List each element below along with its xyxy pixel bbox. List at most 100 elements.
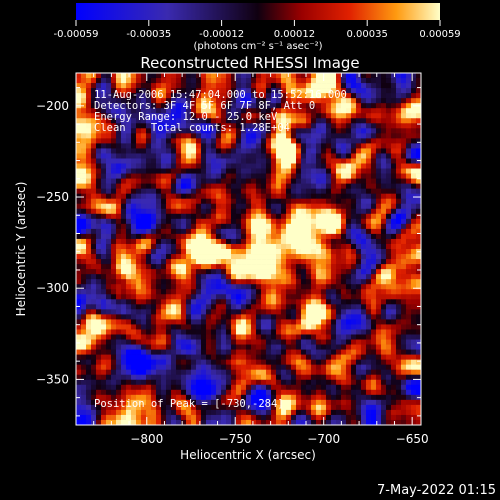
heatmap-cell <box>141 334 147 340</box>
heatmap-cell <box>391 289 397 295</box>
heatmap-cell <box>371 198 377 205</box>
heatmap-cell <box>306 349 312 355</box>
heatmap-cell <box>161 394 167 401</box>
heatmap-cell <box>266 208 272 215</box>
heatmap-cell <box>221 274 227 280</box>
heatmap-cell <box>261 108 267 114</box>
heatmap-cell <box>156 264 162 270</box>
heatmap-cell <box>341 404 347 411</box>
heatmap-cell <box>336 269 342 275</box>
heatmap-cell <box>116 349 122 355</box>
heatmap-cell <box>91 304 97 310</box>
heatmap-cell <box>306 404 312 411</box>
heatmap-cell <box>86 188 92 195</box>
heatmap-cell <box>336 379 342 386</box>
heatmap-cell <box>331 324 337 330</box>
heatmap-cell <box>206 269 212 275</box>
heatmap-cell <box>286 414 292 421</box>
heatmap-cell <box>156 93 162 99</box>
heatmap-cell <box>221 223 227 230</box>
heatmap-cell <box>381 228 387 235</box>
heatmap-cell <box>231 294 237 300</box>
heatmap-cell <box>301 128 307 134</box>
heatmap-cell <box>306 274 312 280</box>
heatmap-cell <box>221 238 227 245</box>
heatmap-cell <box>281 264 287 270</box>
heatmap-cell <box>271 404 277 411</box>
heatmap-cell <box>91 339 97 345</box>
heatmap-cell <box>91 193 97 200</box>
heatmap-cell <box>261 83 267 89</box>
heatmap-cell <box>411 233 417 240</box>
heatmap-cell <box>166 329 172 335</box>
heatmap-cell <box>301 349 307 355</box>
heatmap-cell <box>141 394 147 401</box>
heatmap-cell <box>271 228 277 235</box>
heatmap-cell <box>121 304 127 310</box>
heatmap-cell <box>251 274 257 280</box>
heatmap-cell <box>216 238 222 245</box>
heatmap-cell <box>396 419 402 426</box>
heatmap-cell <box>281 329 287 335</box>
heatmap-cell <box>91 113 97 119</box>
heatmap-cell <box>76 183 82 190</box>
heatmap-cell <box>286 289 292 295</box>
heatmap-cell <box>216 264 222 270</box>
heatmap-cell <box>131 233 137 240</box>
heatmap-cell <box>286 213 292 220</box>
heatmap-cell <box>296 78 302 84</box>
heatmap-cell <box>256 203 262 210</box>
heatmap-cell <box>396 364 402 371</box>
heatmap-cell <box>306 163 312 169</box>
heatmap-cell <box>151 208 157 215</box>
heatmap-cell <box>181 254 187 260</box>
heatmap-cell <box>396 223 402 230</box>
heatmap-cell <box>106 173 112 179</box>
heatmap-cell <box>201 419 207 426</box>
heatmap-cell <box>331 183 337 190</box>
heatmap-cell <box>106 314 112 320</box>
heatmap-cell <box>346 419 352 426</box>
heatmap-cell <box>106 399 112 406</box>
heatmap-cell <box>161 399 167 406</box>
heatmap-cell <box>346 414 352 421</box>
heatmap-cell <box>326 354 332 360</box>
heatmap-cell <box>251 369 257 376</box>
heatmap-cell <box>226 419 232 426</box>
heatmap-cell <box>331 223 337 230</box>
heatmap-cell <box>226 404 232 411</box>
heatmap-cell <box>366 369 372 376</box>
heatmap-cell <box>311 404 317 411</box>
heatmap-cell <box>266 108 272 114</box>
heatmap-cell <box>131 289 137 295</box>
heatmap-cell <box>386 78 392 84</box>
heatmap-cell <box>261 183 267 190</box>
heatmap-cell <box>166 78 172 84</box>
heatmap-cell <box>341 83 347 89</box>
heatmap-cell <box>366 193 372 200</box>
heatmap-cell <box>321 113 327 119</box>
heatmap-cell <box>146 218 152 225</box>
heatmap-cell <box>231 269 237 275</box>
heatmap-cell <box>321 213 327 220</box>
heatmap-cell <box>241 188 247 195</box>
heatmap-cell <box>286 153 292 159</box>
heatmap-cell <box>271 284 277 290</box>
heatmap-cell <box>396 213 402 220</box>
heatmap-cell <box>286 118 292 124</box>
heatmap-cell <box>166 389 172 396</box>
heatmap-cell <box>156 379 162 386</box>
heatmap-cell <box>236 173 242 179</box>
heatmap-cell <box>191 193 197 200</box>
heatmap-cell <box>176 218 182 225</box>
heatmap-cell <box>291 329 297 335</box>
heatmap-cell <box>251 88 257 94</box>
heatmap-cell <box>216 218 222 225</box>
heatmap-cell <box>336 279 342 285</box>
heatmap-cell <box>141 113 147 119</box>
heatmap-cell <box>256 183 262 190</box>
heatmap-cell <box>156 274 162 280</box>
heatmap-cell <box>216 103 222 109</box>
heatmap-cell <box>116 304 122 310</box>
heatmap-cell <box>326 364 332 371</box>
